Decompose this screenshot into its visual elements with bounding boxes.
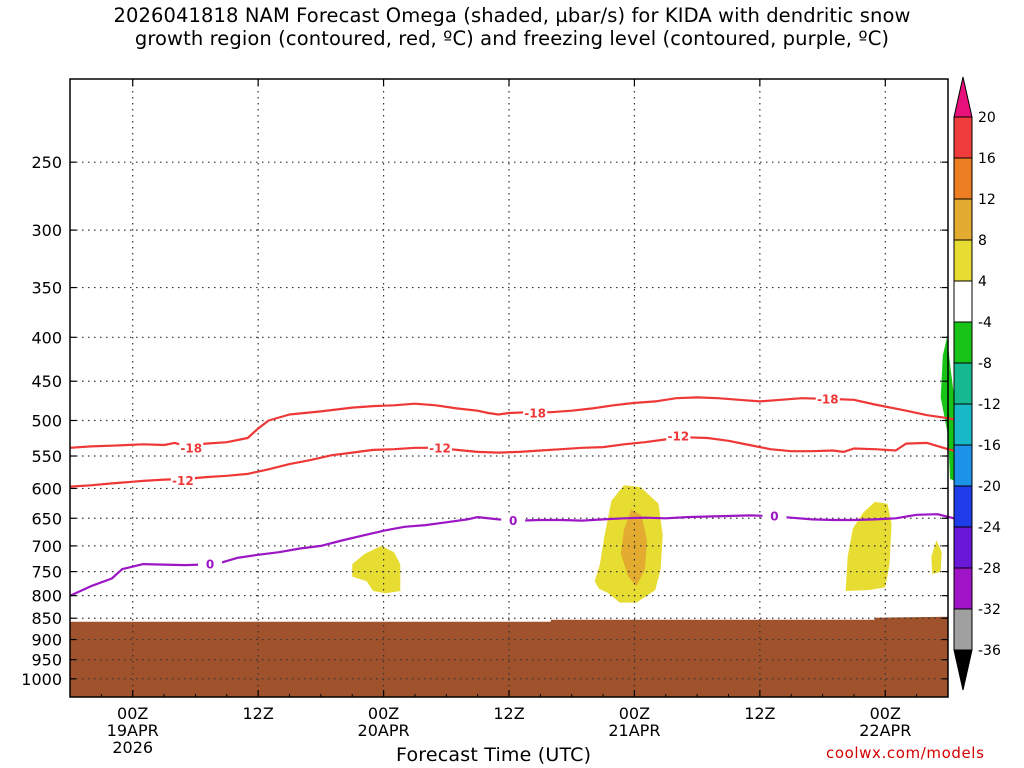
- colorbar-level-label: -20: [978, 479, 1001, 495]
- y-tick-label: 800: [31, 587, 62, 606]
- contour-label-bg: [170, 473, 195, 488]
- y-tick-label: 850: [31, 609, 62, 628]
- chart-title-line1: 2026041818 NAM Forecast Omega (shaded, µ…: [113, 4, 911, 27]
- colorbar-segment: [953, 198, 973, 241]
- contour-line--18: [69, 396, 959, 449]
- y-tick-label: 400: [31, 328, 62, 347]
- contour-label--18: -18: [180, 441, 202, 455]
- y-tick-label: 950: [31, 651, 62, 670]
- x-tick-label: 19APR: [107, 721, 159, 740]
- chart-title-line2: growth region (contoured, red, ºC) and f…: [134, 27, 890, 50]
- contour-label--12: -12: [667, 429, 689, 443]
- credit-text: coolwx.com/models: [826, 744, 985, 762]
- colorbar-segment: [953, 280, 973, 323]
- colorbar-level-label: -32: [978, 602, 1001, 618]
- y-tick-label: 550: [31, 447, 62, 466]
- x-tick-label: 22APR: [859, 721, 911, 740]
- y-tick-label: 350: [31, 279, 62, 298]
- colorbar-level-label: 20: [978, 110, 996, 126]
- y-tick-label: 650: [31, 509, 62, 528]
- colorbar-level-label: 8: [978, 233, 987, 249]
- contour-label--12: -12: [172, 474, 194, 488]
- contour-label-bg: [666, 428, 691, 443]
- contour-label-bg: [815, 392, 840, 407]
- contour-label-0: 0: [770, 509, 778, 523]
- contour-label-bg: [523, 405, 548, 420]
- y-tick-label: 700: [31, 537, 62, 556]
- contour-line--12: [69, 436, 959, 488]
- colorbar-segment: [953, 608, 973, 651]
- colorbar-segment: [953, 362, 973, 405]
- y-tick-label: 250: [31, 153, 62, 172]
- y-tick-label: 450: [31, 372, 62, 391]
- terrain-ground: [70, 616, 948, 697]
- x-tick-label: 00Z: [117, 704, 148, 723]
- x-axis-title: Forecast Time (UTC): [396, 744, 592, 766]
- colorbar-level-label: -4: [978, 315, 992, 331]
- chart-title: 2026041818 NAM Forecast Omega (shaded, µ…: [0, 4, 1024, 50]
- colorbar-bottom-arrow: [953, 649, 973, 691]
- colorbar-level-label: -28: [978, 561, 1001, 577]
- colorbar-segment: [953, 239, 973, 282]
- x-tick-label: 12Z: [744, 704, 775, 723]
- x-tick-label: 00Z: [870, 704, 901, 723]
- y-tick-label: 500: [31, 411, 62, 430]
- colorbar: 20 16 12 8 4 -4 -8 -12 -16 -20 -24 -28 -32 -36: [953, 76, 1001, 691]
- contour-label-bg: [501, 513, 526, 528]
- y-tick-label: 900: [31, 631, 62, 650]
- colorbar-level-label: 4: [978, 274, 987, 290]
- contour-label-0: 0: [509, 514, 517, 528]
- omega-20apr-region: [352, 545, 401, 594]
- terrain-layer: [70, 616, 948, 697]
- y-tick-label: 750: [31, 563, 62, 582]
- colorbar-top-arrow: [953, 76, 973, 118]
- contour-label--12: -12: [429, 441, 451, 455]
- contour-label-bg: [198, 557, 223, 572]
- x-tick-label: 00Z: [619, 704, 650, 723]
- grid-layer: [70, 79, 948, 697]
- x-tick-label: 12Z: [493, 704, 524, 723]
- x-tick-label: 2026: [112, 738, 153, 757]
- omega-22apr-small-region: [931, 540, 942, 575]
- colorbar-segment: [953, 485, 973, 528]
- contour-label-0: 0: [206, 558, 214, 572]
- y-tick-label: 300: [31, 221, 62, 240]
- colorbar-level-label: -8: [978, 356, 992, 372]
- contour-label--18: -18: [524, 406, 546, 420]
- colorbar-segment: [953, 567, 973, 610]
- x-tick-label: 21APR: [608, 721, 660, 740]
- contour-label-bg: [428, 440, 453, 455]
- colorbar-level-label: -24: [978, 520, 1001, 536]
- omega-shading-layer: [352, 337, 959, 603]
- y-tick-label: 1000: [21, 670, 62, 689]
- x-tick-label: 00Z: [368, 704, 399, 723]
- colorbar-level-label: 12: [978, 192, 996, 208]
- x-tick-label: 20APR: [358, 721, 410, 740]
- y-tick-label: 600: [31, 479, 62, 498]
- colorbar-level-label: -36: [978, 643, 1001, 659]
- x-tick-label: 12Z: [242, 704, 273, 723]
- colorbar-level-label: -16: [978, 438, 1001, 454]
- colorbar-segment: [953, 526, 973, 569]
- colorbar-segment: [953, 157, 973, 200]
- colorbar-level-label: 16: [978, 151, 996, 167]
- colorbar-segment: [953, 321, 973, 364]
- colorbar-segment: [953, 444, 973, 487]
- colorbar-segment: [953, 403, 973, 446]
- colorbar-level-label: -12: [978, 397, 1001, 413]
- contour-label-bg: [179, 440, 204, 455]
- contour-label--18: -18: [817, 393, 839, 407]
- colorbar-segment: [953, 116, 973, 159]
- y-axis: 250 300 350 400 450 500 550 600 650 700 750 800 850 9…: [21, 153, 948, 689]
- contour-label-layer: -18 -18 -18 -12 -12 -12 0 0 0: [170, 392, 840, 572]
- contour-label-bg: [762, 508, 787, 523]
- plot-frame: [69, 78, 949, 698]
